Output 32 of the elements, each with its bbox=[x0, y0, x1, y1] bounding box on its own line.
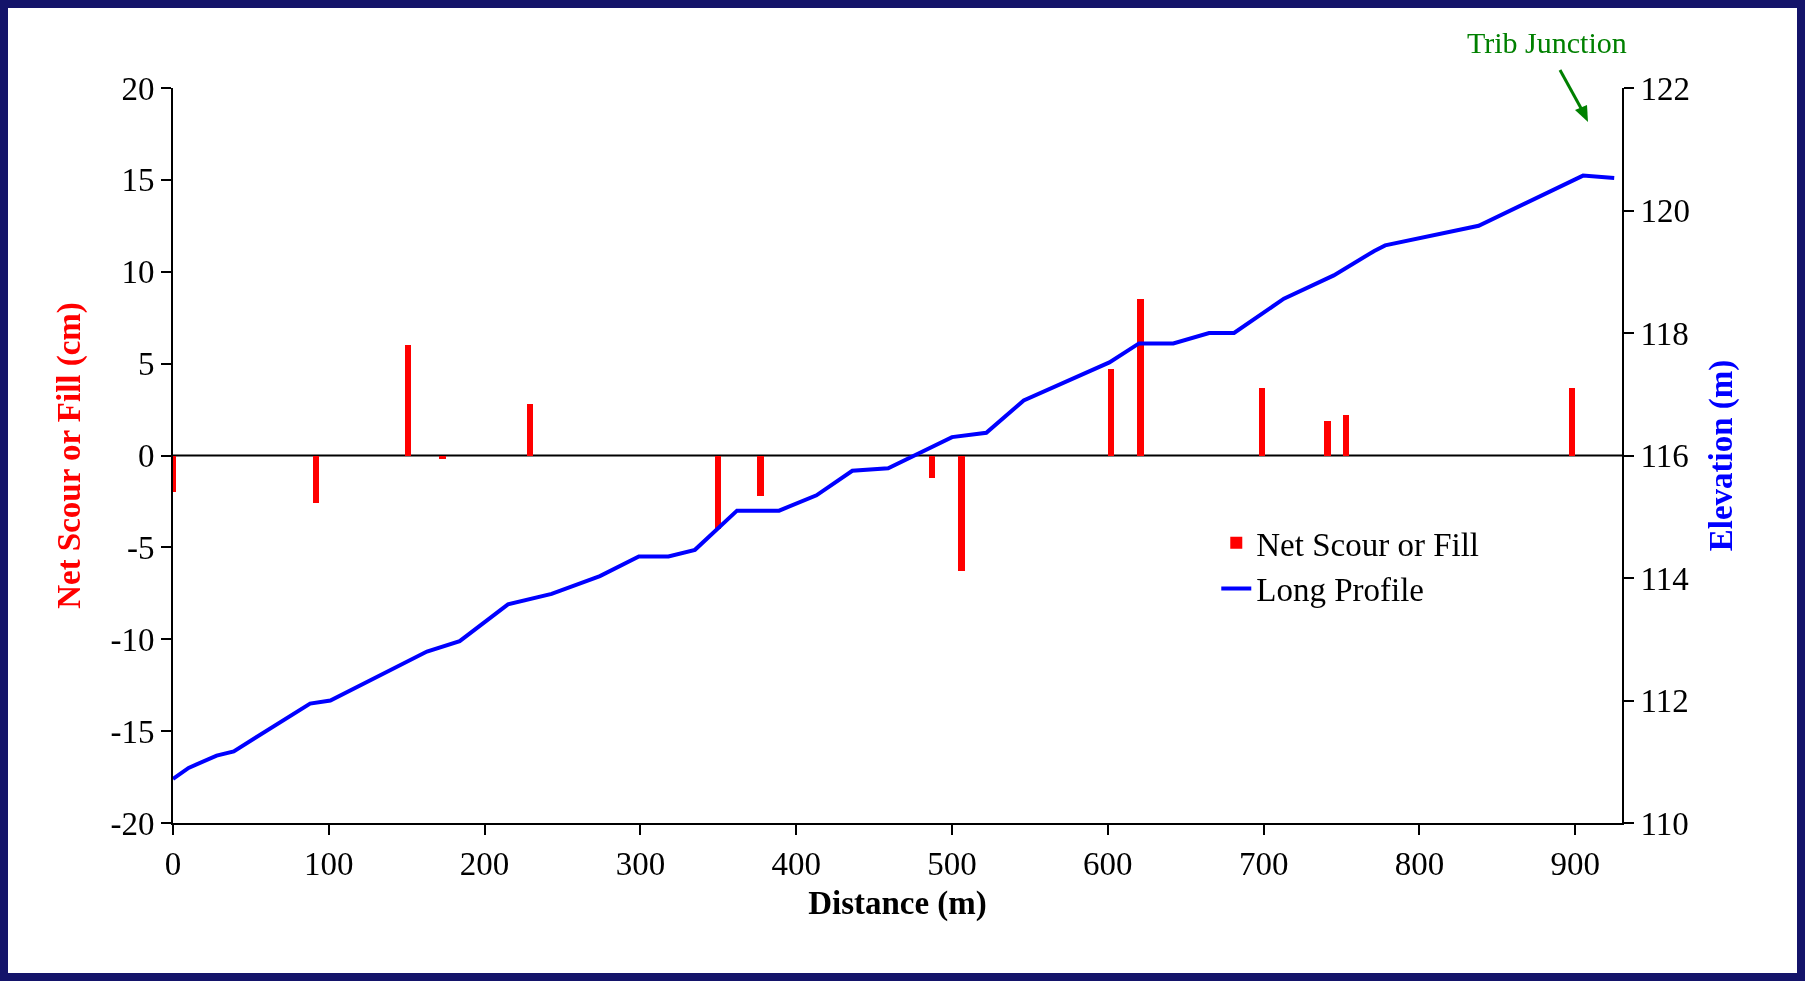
y-tick-label: 0 bbox=[137, 438, 155, 475]
y2-tick-label: 114 bbox=[1640, 560, 1689, 597]
x-tick-label: 0 bbox=[164, 845, 182, 882]
y-tick-label: -15 bbox=[110, 713, 155, 750]
y-tick-label: -5 bbox=[126, 529, 155, 566]
x-tick-label: 400 bbox=[771, 845, 821, 882]
y-tick-label: 15 bbox=[121, 162, 155, 199]
x-tick-label: 300 bbox=[615, 845, 666, 882]
x-tick-label: 900 bbox=[1550, 845, 1601, 882]
y2-tick-label: 116 bbox=[1640, 438, 1689, 475]
y-tick-label: 20 bbox=[121, 70, 155, 107]
x-tick-label: 600 bbox=[1083, 845, 1133, 882]
y2-tick-label: 122 bbox=[1640, 70, 1691, 107]
x-tick-label: 800 bbox=[1394, 845, 1445, 882]
x-tick-label: 500 bbox=[927, 845, 977, 882]
y-tick-label: -20 bbox=[110, 805, 155, 842]
y-tick-label: 5 bbox=[137, 346, 155, 383]
y2-tick-label: 112 bbox=[1640, 683, 1689, 720]
y-axis-title: Net Scour or Fill (cm) bbox=[50, 302, 88, 609]
x-axis-title: Distance (m) bbox=[808, 884, 987, 922]
x-tick-label: 200 bbox=[459, 845, 510, 882]
legend-label: Net Scour or Fill bbox=[1256, 526, 1480, 563]
legend-label: Long Profile bbox=[1256, 572, 1425, 609]
y2-tick-label: 110 bbox=[1640, 805, 1689, 842]
y-tick-label: -10 bbox=[110, 621, 155, 658]
y2-axis-title: Elevation (m) bbox=[1703, 359, 1741, 552]
y2-tick-label: 118 bbox=[1640, 315, 1689, 352]
x-tick-label: 100 bbox=[304, 845, 354, 882]
y2-tick-label: 120 bbox=[1640, 193, 1691, 230]
x-tick-label: 700 bbox=[1238, 845, 1289, 882]
text: Trib Junction bbox=[1467, 26, 1627, 59]
y-tick-label: 10 bbox=[121, 254, 155, 291]
